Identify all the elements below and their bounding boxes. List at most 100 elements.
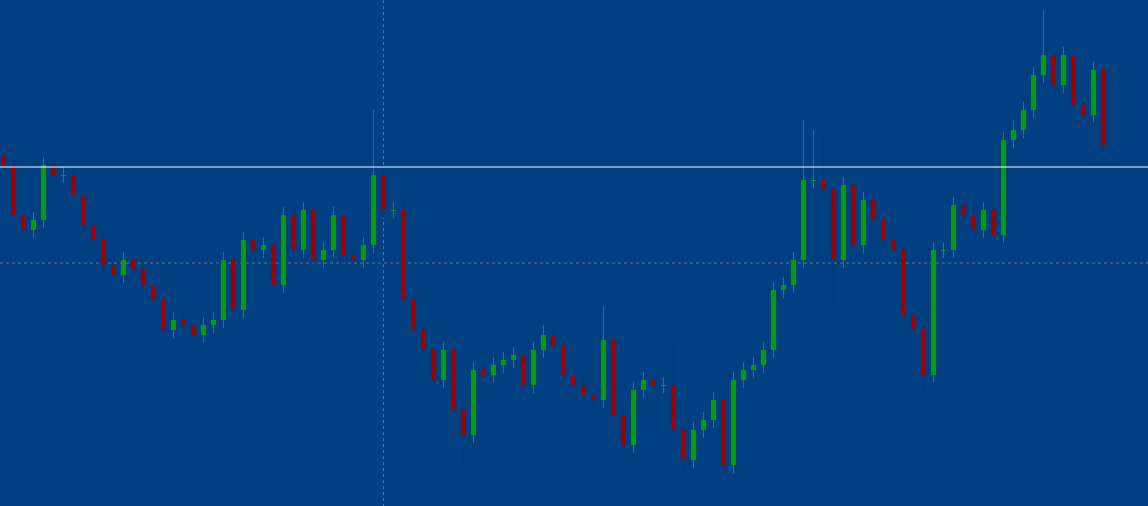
candle-body: [111, 265, 116, 275]
candle-body: [191, 325, 196, 335]
candle-body: [841, 185, 846, 260]
candle-body: [431, 350, 436, 380]
candle-body: [1061, 55, 1066, 85]
candle-body: [701, 420, 706, 430]
candle-body: [491, 365, 496, 375]
candle-body: [321, 250, 326, 260]
candle-body: [351, 255, 356, 260]
candle-body: [951, 205, 956, 250]
candle-body: [221, 260, 226, 320]
candle-body: [301, 210, 306, 250]
candle-body: [681, 430, 686, 460]
candle-body: [151, 285, 156, 300]
candle-body: [801, 180, 806, 260]
candle-body: [211, 320, 216, 325]
candle-body: [871, 200, 876, 220]
candle-body: [481, 370, 486, 375]
candle-body: [881, 220, 886, 240]
candle-body: [161, 300, 166, 330]
candle-body: [31, 220, 36, 230]
candle-body: [691, 430, 696, 460]
candle-body: [591, 395, 596, 400]
candle-body: [541, 335, 546, 350]
candle-body: [261, 245, 266, 250]
candle-body: [1101, 70, 1106, 145]
candle-body: [751, 365, 756, 370]
candle-body: [621, 415, 626, 445]
candle-body: [361, 245, 366, 260]
candle-body: [511, 355, 516, 360]
candle-body: [1, 155, 6, 165]
candle-body: [561, 345, 566, 375]
candle-body: [91, 225, 96, 240]
candle-body: [611, 340, 616, 415]
candle-body: [1081, 105, 1086, 115]
candle-body: [501, 360, 506, 365]
candle-body: [171, 320, 176, 330]
candle-body: [471, 370, 476, 435]
candle-body: [1091, 70, 1096, 115]
candle-body: [71, 175, 76, 195]
candle-body: [821, 180, 826, 190]
candle-body: [271, 245, 276, 285]
candle-body: [11, 165, 16, 215]
candle-body: [1001, 140, 1006, 235]
candle-body: [771, 290, 776, 350]
candle-body: [311, 210, 316, 260]
candle-body: [581, 385, 586, 395]
candle-body: [721, 400, 726, 465]
candle-body: [601, 340, 606, 400]
candle-body: [781, 285, 786, 290]
candle-body: [281, 215, 286, 285]
candle-body: [21, 215, 26, 230]
candle-body: [401, 210, 406, 300]
candle-body: [131, 260, 136, 270]
candle-body: [571, 375, 576, 385]
candle-body: [631, 390, 636, 445]
candle-body: [1051, 55, 1056, 85]
candle-body: [41, 165, 46, 220]
candle-body: [381, 175, 386, 210]
candle-body: [411, 300, 416, 330]
candle-body: [291, 215, 296, 250]
candle-body: [641, 380, 646, 390]
candle-body: [181, 320, 186, 325]
candle-body: [1021, 110, 1026, 130]
candle-body: [141, 270, 146, 285]
candle-body: [931, 250, 936, 375]
candle-body: [371, 175, 376, 245]
candle-body: [461, 410, 466, 435]
candle-body: [921, 330, 926, 375]
candle-body: [451, 350, 456, 410]
candle-body: [831, 190, 836, 260]
candle-body: [1071, 55, 1076, 105]
candle-body: [661, 385, 666, 386]
candle-body: [761, 350, 766, 365]
candle-body: [341, 215, 346, 255]
candle-body: [551, 335, 556, 345]
candle-body: [901, 250, 906, 315]
candle-body: [791, 260, 796, 285]
candle-body: [671, 385, 676, 430]
candle-body: [811, 180, 816, 181]
candle-body: [251, 240, 256, 250]
candle-body: [441, 350, 446, 380]
candle-body: [731, 380, 736, 465]
candle-body: [51, 165, 56, 175]
candle-body: [201, 325, 206, 335]
candle-body: [1041, 55, 1046, 75]
candle-body: [81, 195, 86, 225]
candle-body: [101, 240, 106, 265]
candle-body: [981, 210, 986, 230]
candle-body: [391, 210, 396, 211]
candle-body: [711, 400, 716, 420]
candle-body: [531, 350, 536, 385]
candle-body: [861, 200, 866, 245]
candle-body: [911, 315, 916, 330]
candle-body: [241, 240, 246, 310]
candle-body: [891, 240, 896, 250]
candle-body: [741, 370, 746, 380]
candle-body: [421, 330, 426, 350]
